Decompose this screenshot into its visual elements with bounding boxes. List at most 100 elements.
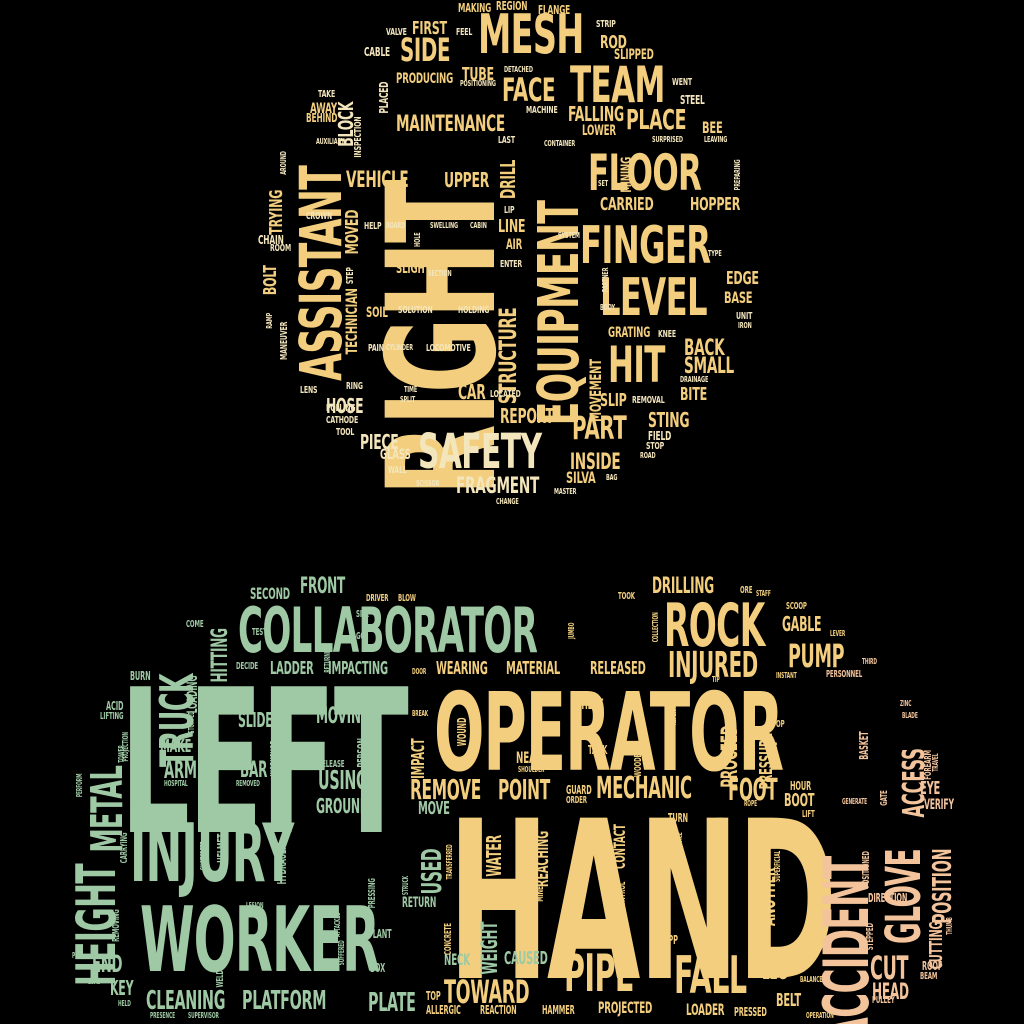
- top-word-mesh: MESH: [478, 3, 584, 66]
- top-word-tool: TOOL: [336, 427, 355, 438]
- top-word-enter: ENTER: [500, 259, 523, 270]
- bottom-word-presence: PRESENCE: [150, 1011, 176, 1020]
- top-word-small: SMALL: [684, 354, 734, 379]
- top-word-hole: HOLE: [413, 232, 422, 247]
- top-word-mining: MINING: [619, 156, 635, 193]
- bottom-word-moving: MOVING: [316, 704, 371, 729]
- bottom-word-basket: BASKET: [857, 731, 871, 760]
- bottom-word-load: LOAD: [88, 977, 101, 986]
- bottom-word-operator: OPERATOR: [434, 671, 784, 796]
- bottom-word-collection: COLLECTION: [651, 612, 660, 643]
- bottom-word-blade: BLADE: [902, 711, 918, 720]
- bottom-word-operation: OPERATION: [806, 1011, 834, 1020]
- bottom-word-workshop: WORKSHOP: [269, 740, 280, 777]
- bottom-word-wooden: WOODEN: [633, 749, 644, 778]
- top-word-bag: BAG: [606, 473, 618, 482]
- top-word-board: BOARD: [386, 221, 406, 230]
- bottom-word-blow: BLOW: [398, 593, 416, 604]
- bottom-word-key: KEY: [110, 976, 134, 1000]
- top-word-cathode: CATHODE: [326, 415, 359, 426]
- bottom-word-op: OP: [776, 719, 785, 730]
- bottom-word-loading: LOADING: [185, 675, 201, 714]
- top-word-drainage: DRAINAGE: [680, 375, 709, 384]
- top-word-upper: UPPER: [444, 168, 490, 192]
- bottom-word-hydraulic: HYDRAULIC: [275, 842, 289, 885]
- top-word-pain: PAIN: [368, 343, 384, 354]
- top-word-placed: PLACED: [377, 81, 391, 114]
- bottom-word-door: DOOR: [412, 667, 427, 676]
- bottom-word-released: RELEASED: [590, 658, 646, 679]
- bottom-word-impact: IMPACT: [408, 738, 429, 779]
- bottom-word-frame: FRAME: [788, 945, 818, 961]
- bottom-word-rope: ROPE: [744, 799, 758, 808]
- bottom-word-lifting: LIFTING: [100, 711, 124, 722]
- bottom-word-arm: ARM: [164, 756, 197, 784]
- bottom-word-loader: LOADER: [686, 1000, 725, 1019]
- top-word-around: AROUND: [279, 151, 288, 175]
- bottom-word-remove: REMOVE: [410, 773, 481, 806]
- top-word-room: ROOM: [270, 243, 291, 254]
- top-word-base: BASE: [724, 288, 753, 307]
- bottom-word-wound: WOUND: [455, 717, 469, 747]
- bottom-word-thumb: THUMB: [945, 917, 954, 935]
- bottom-word-bar: BAR: [240, 758, 268, 783]
- bottom-word-reaching: REACHING: [532, 830, 553, 888]
- top-word-cable: CABLE: [364, 45, 390, 59]
- bottom-word-box: BOX: [370, 961, 386, 975]
- top-word-lens: LENS: [300, 385, 318, 396]
- bottom-word-opening: OPENING: [715, 817, 726, 845]
- bottom-word-struck: STRUCK: [401, 875, 410, 896]
- top-word-slight: SLIGHT: [396, 261, 431, 277]
- bottom-word-instant: INSTANT: [776, 671, 797, 680]
- bottom-word-hammer: HAMMER: [542, 1003, 575, 1017]
- bottom-word-third: THIRD: [862, 657, 877, 666]
- top-word-split: SPLIT: [400, 395, 416, 404]
- bottom-word-injured: INJURED: [668, 645, 758, 686]
- top-word-trying: TRYING: [266, 189, 287, 235]
- bottom-word-impacting: IMPACTING: [328, 658, 388, 679]
- top-word-body: BODY: [600, 303, 615, 312]
- bottom-word-person: PERSON: [355, 738, 369, 768]
- bottom-word-stopped: STOPPED: [187, 711, 196, 734]
- bottom-word-generate: GENERATE: [842, 797, 868, 806]
- bottom-word-slide: SLIDE: [238, 708, 273, 732]
- bottom-word-pulley: PULLEY: [872, 995, 895, 1006]
- bottom-word-balance: BALANCE: [800, 975, 823, 984]
- top-word-tube: TUBE: [462, 64, 494, 85]
- bottom-word-stepped: STEPPED: [865, 923, 876, 951]
- bottom-word-pressing: PRESSING: [367, 878, 378, 909]
- top-word-swelling: SWELLING: [430, 221, 459, 230]
- bottom-word-travel: TRAVEL: [931, 753, 940, 772]
- bottom-word-top: TOP: [426, 989, 441, 1003]
- top-word-set: SET: [598, 179, 609, 188]
- top-word-detached: DETACHED: [504, 65, 533, 74]
- top-word-ring: RING: [346, 381, 363, 392]
- bottom-word-contact: CONTACT: [610, 824, 629, 869]
- bottom-word-shoulder: SHOULDER: [518, 765, 545, 774]
- top-word-flange: FLANGE: [538, 3, 571, 17]
- bottom-word-boot: BOOT: [784, 790, 815, 811]
- bottom-word-caused: CAUSED: [504, 948, 548, 969]
- top-word-edge: EDGE: [726, 268, 759, 289]
- top-word-last: LAST: [498, 135, 515, 146]
- top-word-drill: DRILL: [496, 159, 520, 199]
- top-word-fragment: FRAGMENT: [456, 474, 540, 499]
- bottom-word-scoop: SCOOP: [786, 601, 807, 612]
- bottom-word-plant: PLANT: [368, 927, 392, 941]
- top-word-making: MAKING: [458, 1, 492, 15]
- bottom-word-leg: LEG: [762, 960, 788, 985]
- bottom-word-epp: EPP: [664, 933, 678, 947]
- bottom-word-mechanic: MECHANIC: [596, 771, 692, 806]
- bottom-word-proceed: PROCEED: [718, 725, 743, 788]
- bottom-word-projected: PROJECTED: [598, 998, 653, 1017]
- bottom-word-ore: ORE: [740, 585, 753, 596]
- bottom-word-ground: GROUND: [316, 794, 369, 818]
- top-word-floor: FLOOR: [588, 144, 702, 202]
- bottom-word-hospital: HOSPITAL: [164, 779, 188, 788]
- top-word-part: PART: [572, 409, 627, 447]
- top-word-team: TEAM: [570, 56, 665, 114]
- top-word-crown: CROWN: [306, 211, 333, 222]
- bottom-word-hour: HOUR: [790, 779, 812, 793]
- bottom-word-site: SITE: [356, 609, 370, 620]
- bottom-word-acid: ACID: [106, 699, 124, 713]
